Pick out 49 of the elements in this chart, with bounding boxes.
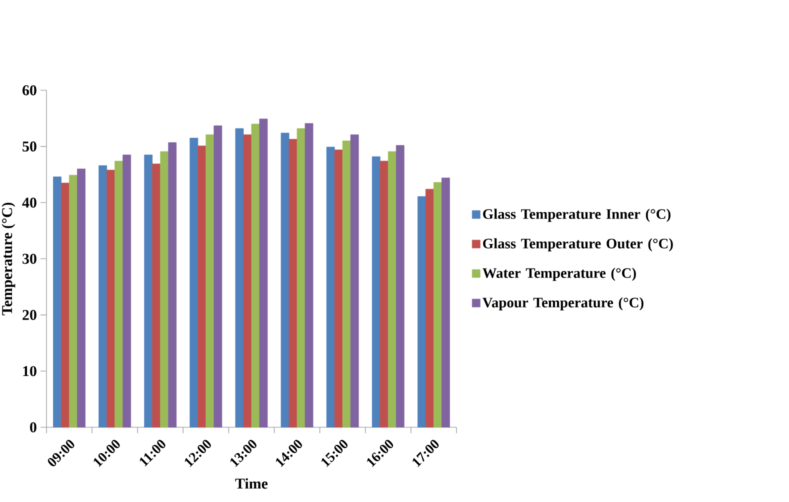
bar bbox=[380, 160, 388, 428]
legend-label: Vapour Temperature (°C) bbox=[482, 297, 644, 310]
legend-label: Glass Temperature Outer (°C) bbox=[483, 238, 673, 252]
bar bbox=[114, 160, 124, 428]
bar bbox=[425, 188, 434, 428]
bar bbox=[388, 151, 396, 428]
y-tick-label: 40 bbox=[22, 198, 36, 208]
bar bbox=[441, 178, 450, 428]
bar bbox=[198, 146, 206, 428]
bar bbox=[190, 138, 198, 428]
bar bbox=[334, 150, 343, 428]
legend-label: Glass Temperature Inner (°C) bbox=[483, 208, 670, 222]
y-tick-label: 10 bbox=[23, 366, 36, 376]
x-axis-title: Time bbox=[235, 478, 268, 489]
y-tick-label: 30 bbox=[22, 254, 36, 264]
bar bbox=[288, 138, 298, 428]
bar bbox=[280, 132, 290, 428]
bar bbox=[396, 145, 404, 428]
bar bbox=[433, 182, 442, 428]
bar bbox=[61, 182, 70, 428]
bar bbox=[326, 146, 335, 428]
bar bbox=[206, 134, 214, 428]
bar bbox=[259, 118, 268, 428]
bar bbox=[168, 142, 177, 428]
bar bbox=[350, 134, 359, 428]
bar bbox=[372, 156, 380, 428]
bar bbox=[417, 196, 426, 428]
y-tick-label: 20 bbox=[22, 310, 36, 320]
y-axis-title: Temperature (°C) bbox=[2, 202, 16, 316]
bar bbox=[243, 134, 252, 428]
bar bbox=[251, 124, 260, 428]
bar bbox=[304, 123, 314, 428]
bar bbox=[122, 154, 132, 428]
legend-label: Water Temperature (°C) bbox=[482, 268, 636, 281]
y-tick-label: 0 bbox=[30, 422, 36, 432]
bar bbox=[342, 140, 351, 428]
bar bbox=[98, 165, 108, 428]
bar bbox=[235, 128, 244, 428]
bar bbox=[77, 168, 86, 428]
bar bbox=[296, 128, 306, 428]
bar bbox=[214, 125, 222, 428]
bar bbox=[152, 164, 161, 428]
y-tick-label: 60 bbox=[22, 85, 36, 96]
bar bbox=[69, 174, 78, 428]
bar bbox=[160, 151, 169, 428]
bar bbox=[106, 170, 116, 428]
bar bbox=[53, 176, 62, 428]
bar bbox=[144, 154, 153, 428]
y-tick-label: 50 bbox=[22, 141, 36, 152]
